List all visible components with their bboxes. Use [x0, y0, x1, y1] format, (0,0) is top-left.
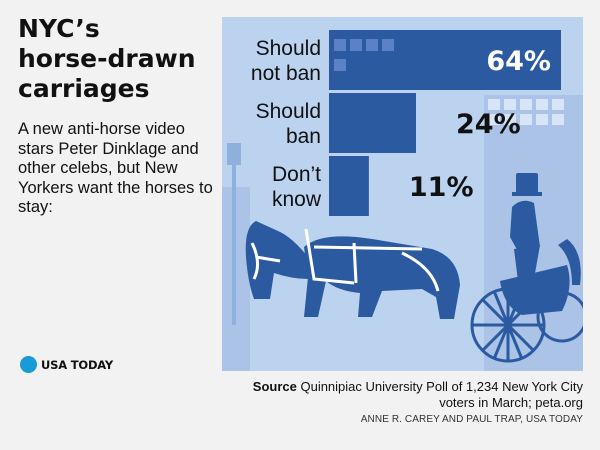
category-label-0: Should not ban — [251, 37, 321, 85]
carriage-wheel-icon — [470, 287, 583, 363]
bar-1 — [329, 93, 416, 153]
source-note: Source Quinnipiac University Poll of 1,2… — [223, 379, 583, 410]
credit-line: ANNE R. CAREY AND PAUL TRAP, USA TODAY — [360, 414, 583, 425]
bar-window-decoration — [382, 39, 394, 51]
source-text: Quinnipiac University Poll of 1,234 New … — [296, 379, 583, 410]
bar-window-decoration — [334, 39, 346, 51]
source-label: Source — [252, 379, 297, 394]
category-label-line: Should — [256, 37, 321, 60]
horse-harness-icon — [250, 228, 440, 292]
category-label-line: ban — [286, 125, 321, 148]
chart-panel: Should not ban 64% Should ban 24% Don’t know 11% — [222, 17, 583, 371]
logo-circle-icon — [20, 356, 37, 373]
value-label-2: 11% — [409, 172, 474, 203]
value-label-0: 64% — [486, 46, 551, 77]
category-label-1: Should ban — [256, 100, 321, 148]
street-lamp-icon — [227, 143, 241, 325]
value-label-1: 24% — [456, 109, 521, 140]
category-label-line: know — [272, 188, 322, 211]
bar-chart: Should not ban 64%Should ban 24%Don’t know 11% — [222, 30, 583, 371]
chart-subtitle: A new anti-horse video stars Peter Dinkl… — [18, 120, 213, 216]
category-label-line: Should — [256, 100, 321, 123]
category-label-line: Don’t — [272, 163, 321, 186]
bar-window-decoration — [366, 39, 378, 51]
bar-window-decoration — [350, 39, 362, 51]
usa-today-logo: USA TODAY — [20, 356, 113, 373]
bar-window-decoration — [334, 59, 346, 71]
category-label-2: Don’t know — [272, 163, 322, 211]
bars-group: Should not ban 64%Should ban 24%Don’t know 11% — [251, 30, 561, 216]
logo-text: USA TODAY — [41, 357, 114, 372]
title-line-1: NYC’s — [18, 14, 100, 43]
bar-2 — [329, 156, 369, 216]
building-windows-icon — [488, 99, 564, 125]
category-label-line: not ban — [251, 62, 321, 85]
chart-title: NYC’s horse-drawn carriages — [18, 14, 218, 104]
title-line-3: carriages — [18, 74, 150, 103]
title-line-2: horse-drawn — [18, 44, 196, 73]
